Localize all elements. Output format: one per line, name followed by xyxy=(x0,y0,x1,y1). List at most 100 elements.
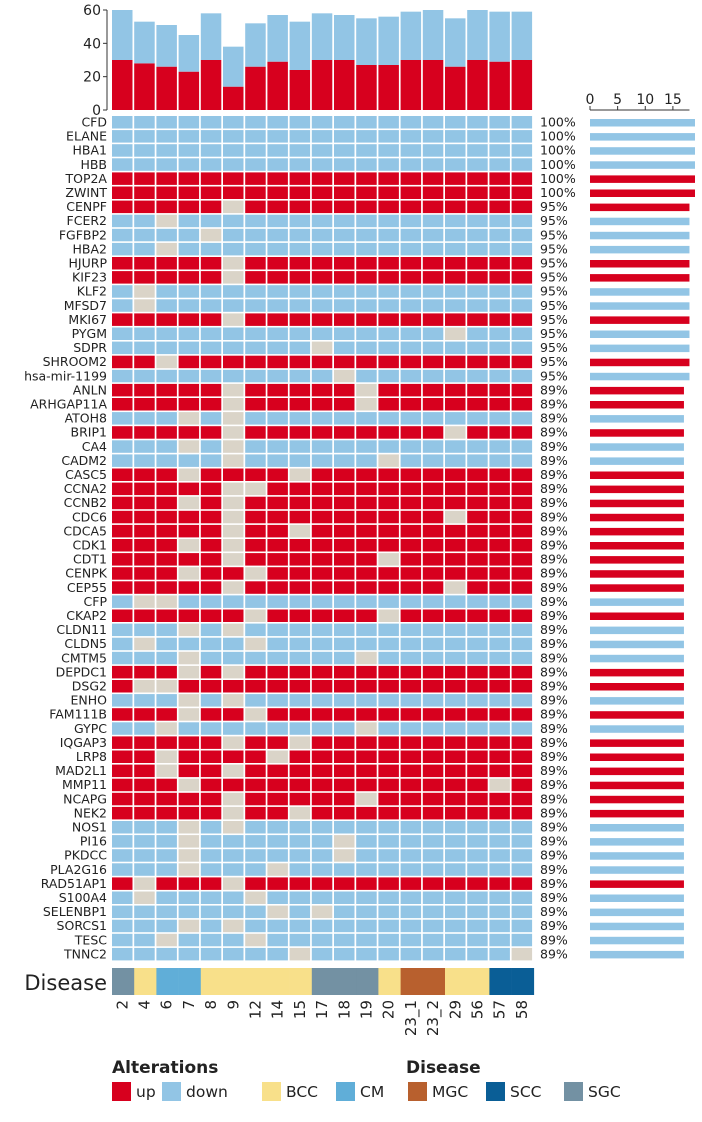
heatmap-cell xyxy=(489,680,510,693)
heatmap-cell xyxy=(356,524,377,538)
heatmap-cell xyxy=(134,539,155,552)
heatmap-cell xyxy=(134,186,155,199)
heatmap-cell xyxy=(311,144,333,157)
heatmap-cell xyxy=(334,369,355,383)
gene-label: CASC5 xyxy=(65,467,107,482)
heatmap-cell xyxy=(378,496,399,510)
heatmap-cell xyxy=(178,426,200,439)
heatmap-cell xyxy=(289,172,311,185)
heatmap-cell xyxy=(245,482,266,496)
heatmap-cell xyxy=(378,891,399,904)
heatmap-cell xyxy=(356,440,377,453)
heatmap-cell xyxy=(267,468,288,481)
heatmap-cell xyxy=(223,369,244,383)
right-bar-CA4 xyxy=(590,443,684,451)
legend-label-SCC: SCC xyxy=(510,1083,541,1101)
heatmap-cell xyxy=(178,496,200,510)
heatmap-cell xyxy=(289,792,311,806)
heatmap-cell xyxy=(311,778,333,792)
heatmap-cell xyxy=(445,553,466,566)
right-axis-tick-label: 0 xyxy=(586,92,595,108)
heatmap-cell xyxy=(422,835,444,848)
percent-label: 89% xyxy=(540,862,568,877)
heatmap-cell xyxy=(267,863,288,876)
right-bar-CCNB2 xyxy=(590,499,684,508)
heatmap-cell xyxy=(422,637,444,651)
percent-label: 100% xyxy=(540,185,576,200)
heatmap-cell xyxy=(200,369,222,383)
heatmap-cell xyxy=(467,158,488,171)
heatmap-cell xyxy=(445,144,466,157)
top-bar-up-20 xyxy=(378,65,399,110)
heatmap-cell xyxy=(467,821,488,834)
heatmap-cell xyxy=(489,369,510,383)
heatmap-cell xyxy=(112,778,133,792)
disease-cell-SCC xyxy=(511,968,535,995)
top-bar-down-8 xyxy=(200,13,222,61)
heatmap-cell xyxy=(489,158,510,171)
heatmap-cell xyxy=(267,200,288,214)
heatmap-cell xyxy=(467,468,488,481)
heatmap-cell xyxy=(223,313,244,326)
heatmap-cell xyxy=(489,172,510,185)
heatmap-cell xyxy=(112,708,133,721)
heatmap-cell xyxy=(311,510,333,524)
sample-label: 6 xyxy=(158,1000,176,1010)
heatmap-cell xyxy=(378,440,399,453)
heatmap-cell xyxy=(200,623,222,637)
heatmap-cell xyxy=(378,130,399,143)
gene-label: SDPR xyxy=(73,340,107,355)
heatmap-cell xyxy=(356,285,377,298)
heatmap-cell xyxy=(223,257,244,270)
heatmap-cell xyxy=(511,383,533,397)
heatmap-cell xyxy=(267,947,288,961)
heatmap-cell xyxy=(156,792,177,806)
heatmap-cell xyxy=(112,327,133,340)
percent-label: 95% xyxy=(540,256,568,271)
heatmap-cell xyxy=(289,750,311,763)
heatmap-cell xyxy=(134,524,155,538)
right-bar-CCNA2 xyxy=(590,485,684,494)
heatmap-cell xyxy=(112,468,133,481)
heatmap-cell xyxy=(156,412,177,425)
heatmap-cell xyxy=(178,609,200,622)
heatmap-cell xyxy=(178,313,200,326)
heatmap-cell xyxy=(134,581,155,594)
heatmap-cell xyxy=(200,257,222,270)
heatmap-cell xyxy=(378,158,399,171)
heatmap-cell xyxy=(156,383,177,397)
heatmap-cell xyxy=(245,214,266,228)
heatmap-cell xyxy=(422,242,444,256)
heatmap-cell xyxy=(445,510,466,524)
heatmap-cell xyxy=(134,355,155,369)
heatmap-cell xyxy=(267,877,288,890)
heatmap-cell xyxy=(334,919,355,933)
heatmap-cell xyxy=(511,468,533,481)
top-bar-down-20 xyxy=(378,16,399,66)
heatmap-cell xyxy=(311,835,333,848)
legend-alterations-title: Alterations xyxy=(112,1058,218,1078)
heatmap-cell xyxy=(200,383,222,397)
right-bar-HJURP xyxy=(590,260,690,268)
heatmap-cell xyxy=(245,426,266,439)
percent-label: 89% xyxy=(540,580,568,595)
heatmap-cell xyxy=(156,454,177,467)
gene-label: CENPK xyxy=(65,566,108,581)
heatmap-cell xyxy=(200,778,222,792)
heatmap-cell xyxy=(223,496,244,510)
heatmap-cell xyxy=(223,285,244,298)
heatmap-cell xyxy=(400,553,422,566)
heatmap-cell xyxy=(334,539,355,552)
heatmap-cell xyxy=(223,158,244,171)
heatmap-cell xyxy=(289,722,311,735)
heatmap-cell xyxy=(289,595,311,608)
heatmap-cell xyxy=(156,863,177,876)
heatmap-cell xyxy=(200,694,222,707)
heatmap-cell xyxy=(134,341,155,355)
heatmap-cell xyxy=(400,736,422,749)
heatmap-cell xyxy=(289,863,311,876)
heatmap-cell xyxy=(223,398,244,411)
heatmap-cell xyxy=(489,228,510,242)
heatmap-cell xyxy=(467,426,488,439)
heatmap-cell xyxy=(223,271,244,284)
